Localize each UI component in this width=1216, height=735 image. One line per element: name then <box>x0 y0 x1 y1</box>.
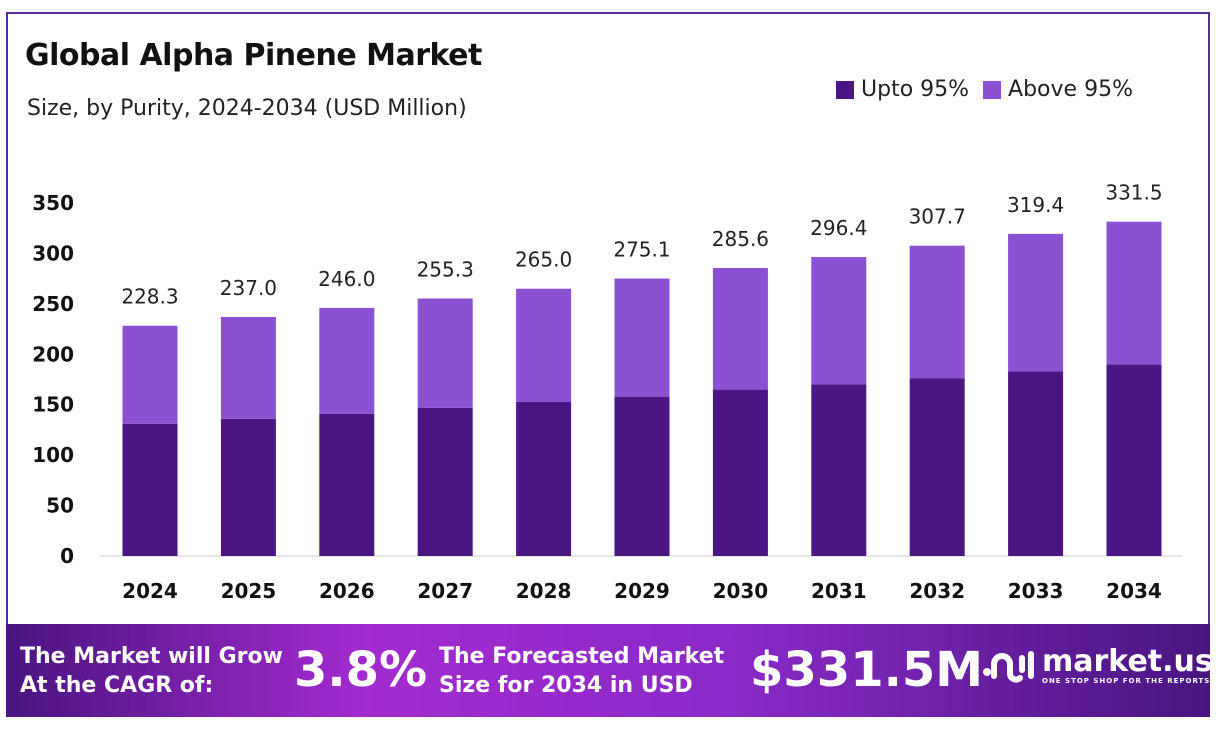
bar-segment-above <box>1106 221 1162 365</box>
bar-segment-above <box>319 307 375 414</box>
legend-swatch <box>836 80 854 99</box>
total-label: 285.6 <box>712 227 769 251</box>
y-tick-label: 350 <box>32 191 74 215</box>
logo-icon <box>983 651 1034 683</box>
x-tick-label: 2024 <box>122 579 178 603</box>
market-us-logo: market.us ONE STOP SHOP FOR THE REPORTS <box>980 644 1213 688</box>
legend-item-above: Above 95% <box>983 77 1133 102</box>
bar-segment-upto <box>1106 364 1162 556</box>
y-tick-label: 300 <box>32 241 74 265</box>
forecast-label-line: The Forecasted Market <box>439 644 725 669</box>
legend-swatch <box>983 80 1002 99</box>
x-tick-label: 2033 <box>1008 579 1064 603</box>
y-tick-label: 200 <box>32 342 74 366</box>
bar-segment-above <box>122 325 178 424</box>
bar-segment-above <box>220 316 276 419</box>
legend-label: Above 95% <box>1008 77 1133 102</box>
x-tick-label: 2034 <box>1106 579 1162 603</box>
cagr-label-line: At the CAGR of: <box>20 673 214 698</box>
total-label: 246.0 <box>318 267 375 291</box>
bar-segment-upto <box>417 407 473 556</box>
legend: Upto 95% Above 95% <box>836 77 1133 102</box>
total-label: 275.1 <box>613 238 670 262</box>
x-tick-label: 2026 <box>319 579 375 603</box>
cagr-label-line: The Market will Grow <box>20 644 283 669</box>
x-tick-label: 2028 <box>516 579 572 603</box>
total-label: 307.7 <box>909 205 966 229</box>
x-tick-label: 2025 <box>221 579 277 603</box>
bar-segment-upto <box>712 389 768 556</box>
y-tick-label: 250 <box>32 292 74 316</box>
x-tick-label: 2029 <box>614 579 670 603</box>
total-label: 265.0 <box>515 248 572 272</box>
bar-segment-above <box>516 288 572 402</box>
bar-segment-above <box>1008 233 1064 372</box>
logo-name: market.us <box>1042 644 1213 679</box>
cagr-value: 3.8% <box>294 642 428 698</box>
bar-segment-upto <box>909 378 965 556</box>
total-label: 237.0 <box>220 276 277 300</box>
chart-title: Global Alpha Pinene Market <box>25 38 482 73</box>
x-tick-label: 2031 <box>811 579 867 603</box>
bar-segment-upto <box>1008 371 1064 556</box>
bar-segment-above <box>712 267 768 390</box>
forecast-label: The Forecasted Market Size for 2034 in US… <box>439 642 724 700</box>
bar-segment-upto <box>614 396 670 556</box>
y-tick-label: 0 <box>60 544 74 568</box>
total-label: 319.4 <box>1007 193 1064 217</box>
cagr-label: The Market will Grow At the CAGR of: <box>20 642 283 700</box>
legend-item-upto: Upto 95% <box>836 77 969 102</box>
y-tick-label: 50 <box>46 494 74 518</box>
bar-segment-upto <box>811 384 867 556</box>
bar-segment-upto <box>122 423 178 556</box>
total-label: 296.4 <box>810 216 867 240</box>
x-tick-label: 2032 <box>909 579 965 603</box>
bar-segment-above <box>417 298 473 408</box>
forecast-label-line: Size for 2034 in USD <box>439 673 693 698</box>
y-tick-label: 100 <box>32 443 74 467</box>
footer-banner: The Market will Grow At the CAGR of: 3.8%… <box>6 624 1213 717</box>
total-label: 255.3 <box>417 258 474 282</box>
x-tick-label: 2027 <box>417 579 473 603</box>
bar-segment-upto <box>220 418 276 556</box>
bar-segment-upto <box>319 413 375 556</box>
bar-chart: 0 50 100 150 200 250 300 350 228.3 2024 237.0 2025 2… <box>32 181 1183 603</box>
legend-label: Upto 95% <box>861 77 970 102</box>
chart-subtitle: Size, by Purity, 2024-2034 (USD Million) <box>27 96 467 121</box>
x-tick-label: 2030 <box>713 579 769 603</box>
bar-segment-above <box>614 278 670 397</box>
total-label: 228.3 <box>121 285 178 309</box>
bar-segment-upto <box>516 401 572 556</box>
y-tick-label: 150 <box>32 393 74 417</box>
bar-segment-above <box>811 257 867 385</box>
forecast-value: $331.5M <box>750 642 983 698</box>
total-label: 331.5 <box>1105 181 1162 205</box>
bar-segment-above <box>909 245 965 379</box>
logo-tagline: ONE STOP SHOP FOR THE REPORTS <box>1042 677 1211 685</box>
